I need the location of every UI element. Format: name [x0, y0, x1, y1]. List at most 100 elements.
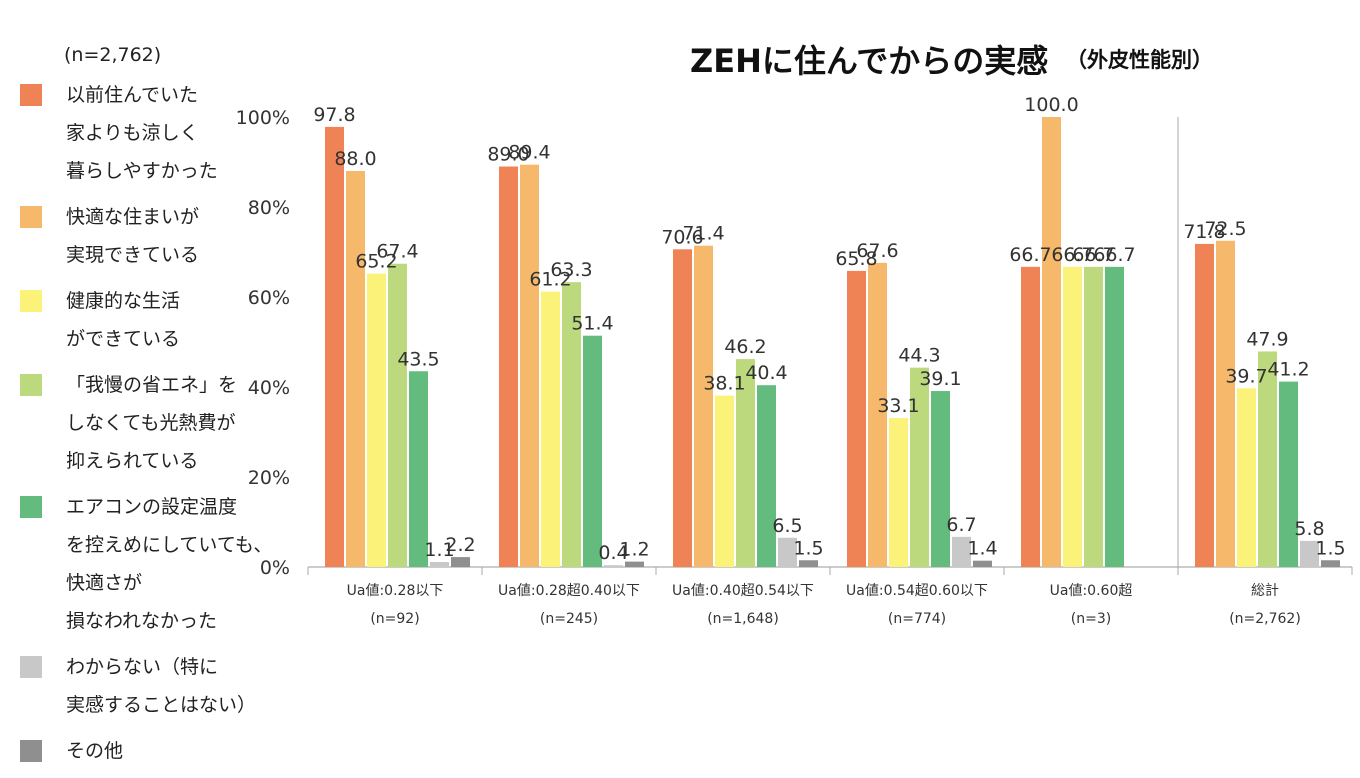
category-label: Ua値:0.40超0.54以下	[672, 583, 814, 599]
legend-item: わからない（特に実感することはない）	[14, 648, 284, 724]
bar	[367, 273, 386, 567]
data-label: 1.5	[793, 537, 823, 559]
category-label: 総計	[1251, 583, 1279, 599]
data-label: 2.2	[445, 534, 475, 556]
data-label: 66.7	[1093, 244, 1135, 266]
bar	[451, 557, 470, 567]
legend-label: を控えめにしていても、	[66, 534, 273, 556]
category-label: Ua値:0.54超0.60以下	[846, 583, 988, 599]
bar-chart: ZEHに住んでからの実感 （外皮性能別） 0%20%40%60%80%100% …	[236, 42, 1353, 627]
y-tick-label: 20%	[248, 467, 290, 489]
data-label: 70.6	[661, 226, 703, 248]
legend-label: 実感することはない）	[66, 694, 257, 716]
data-label: 97.8	[313, 104, 355, 126]
data-label: 1.4	[967, 538, 997, 560]
bar	[952, 536, 971, 567]
data-label: 71.4	[682, 223, 724, 245]
bar	[868, 262, 887, 567]
data-label: 43.5	[397, 348, 439, 370]
bar	[409, 371, 428, 567]
bar	[1042, 117, 1061, 567]
legend-label: 家よりも涼しく	[66, 122, 199, 144]
data-label: 61.2	[529, 269, 571, 291]
data-label: 6.5	[772, 515, 802, 537]
chart-title: ZEHに住んでからの実感	[690, 42, 1048, 80]
legend-swatch	[20, 374, 42, 396]
bar	[694, 245, 713, 567]
data-label: 88.0	[334, 148, 376, 170]
bar	[625, 561, 644, 567]
bar	[910, 367, 929, 567]
legend-sample-size: (n=2,762)	[64, 44, 162, 66]
data-label: 39.7	[1225, 365, 1267, 387]
category-n-label: (n=245)	[540, 611, 598, 627]
category-n-label: (n=92)	[370, 611, 419, 627]
y-tick-label: 40%	[248, 377, 290, 399]
legend-label: 健康的な生活	[66, 290, 181, 312]
legend-item: その他	[14, 732, 284, 770]
data-label: 33.1	[877, 395, 919, 417]
legend-item: 快適な住まいが 実現できている	[14, 198, 284, 274]
legend-item: 以前住んでいた 家よりも涼しく 暮らしやすかった	[14, 76, 284, 190]
legend-label: しなくても光熱費が	[66, 412, 236, 434]
data-label: 66.7	[1051, 244, 1093, 266]
bar	[1021, 266, 1040, 567]
legend-label: 損なわれなかった	[66, 610, 218, 632]
data-label: 72.5	[1204, 218, 1246, 240]
data-label: 65.2	[355, 251, 397, 273]
y-tick-label: 60%	[248, 287, 290, 309]
data-label: 51.4	[571, 313, 613, 335]
bar	[973, 560, 992, 567]
bar	[847, 270, 866, 567]
legend-label: ができている	[66, 328, 181, 350]
bar	[541, 291, 560, 567]
bar	[715, 395, 734, 567]
data-label: 38.1	[703, 373, 745, 395]
bar	[931, 391, 950, 567]
bar	[1216, 240, 1235, 567]
legend-swatch	[20, 206, 42, 228]
legend-label: 快適さが	[66, 572, 143, 594]
bar	[1237, 388, 1256, 567]
y-tick-label: 100%	[236, 107, 290, 129]
legend-label: 実現できている	[66, 244, 200, 266]
bar	[1300, 540, 1319, 567]
data-label: 89.4	[508, 142, 550, 164]
data-label: 1.5	[1315, 537, 1345, 559]
bar	[673, 249, 692, 568]
data-label: 63.3	[550, 259, 592, 281]
legend-label: わからない（特に	[66, 656, 219, 678]
bar	[1321, 560, 1340, 567]
bar	[1105, 266, 1124, 567]
data-label: 46.2	[724, 336, 766, 358]
bar	[1279, 381, 1298, 567]
data-label: 44.3	[898, 345, 940, 367]
bar	[388, 263, 407, 567]
data-label: 65.8	[835, 248, 877, 270]
data-label: 5.8	[1294, 518, 1324, 540]
bar	[562, 282, 581, 567]
legend-swatch	[20, 84, 42, 106]
legend-swatch	[20, 290, 42, 312]
legend-item: 「我慢の省エネ」を しなくても光熱費が 抑えられている	[14, 366, 284, 480]
chart-subtitle: （外皮性能別）	[1066, 48, 1213, 72]
bar	[778, 537, 797, 567]
bar	[1084, 266, 1103, 567]
category-label: Ua値:0.60超	[1050, 583, 1133, 599]
data-label: 66.7	[1072, 244, 1114, 266]
bar	[520, 164, 539, 567]
data-label: 47.9	[1246, 328, 1288, 350]
data-label: 39.1	[919, 368, 961, 390]
legend-swatch	[20, 656, 42, 678]
legend-label: 「我慢の省エネ」を	[66, 374, 238, 396]
bar	[583, 335, 602, 567]
legend-item: 健康的な生活 ができている	[14, 282, 284, 358]
legend-swatch	[20, 740, 42, 762]
data-label: 40.4	[745, 362, 787, 384]
bar	[736, 359, 755, 567]
data-label: 89.0	[487, 144, 529, 166]
category-n-label: (n=3)	[1071, 611, 1111, 627]
data-label: 6.7	[946, 514, 976, 536]
bar	[325, 126, 344, 568]
legend-label: 快適な住まいが	[66, 206, 200, 228]
